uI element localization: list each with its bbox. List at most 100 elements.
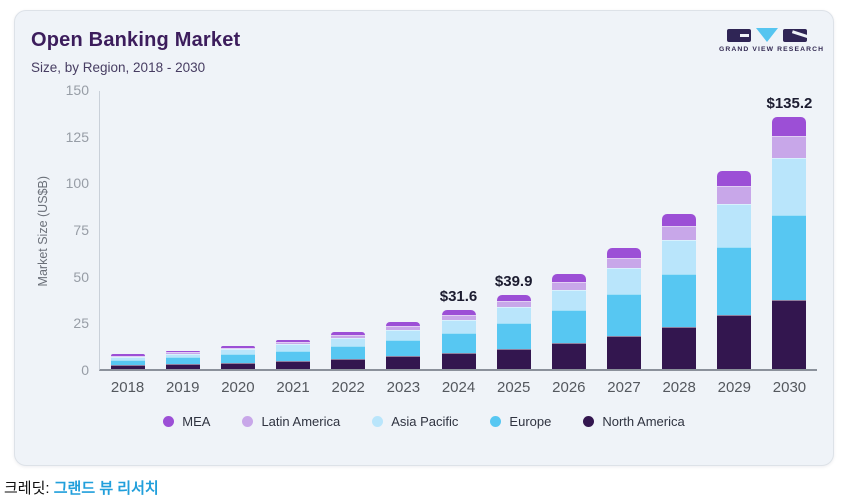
bar-segment-mea xyxy=(662,214,697,227)
legend-dot-latin-america xyxy=(242,416,254,427)
bar-column-2029 xyxy=(707,91,762,369)
bar-segment-north-america xyxy=(662,327,697,369)
legend-label: Asia Pacific xyxy=(391,414,459,429)
y-axis-tick: 25 xyxy=(73,315,89,332)
bar-segment-asia-pacific xyxy=(606,267,641,295)
x-axis-label-2020: 2020 xyxy=(221,379,255,396)
bar-segment-asia-pacific xyxy=(662,240,697,274)
bar-segment-mea xyxy=(276,339,311,343)
bar-segment-north-america xyxy=(220,362,255,369)
bar-total-label-2030: $135.2 xyxy=(766,94,813,112)
stacked-bar-2023 xyxy=(386,322,421,369)
y-axis-title: Market Size (US$B) xyxy=(36,175,50,287)
bar-column-2022 xyxy=(321,91,376,369)
bar-segment-latin-america xyxy=(276,342,311,345)
chart-title: Open Banking Market xyxy=(31,29,241,51)
legend-item-north-america: North America xyxy=(583,414,685,429)
stacked-bar-2029 xyxy=(717,171,752,369)
stacked-bar-2025 xyxy=(496,294,531,369)
logo-g-icon xyxy=(727,28,751,42)
stacked-bar-2020 xyxy=(220,345,255,369)
bar-segment-mea xyxy=(441,310,476,316)
bar-segment-mea xyxy=(331,331,366,336)
plot-area: $31.6 $39.9 $135.2 xyxy=(99,91,817,371)
credit-line: 크레딧: 그랜드 뷰 리서치 xyxy=(4,477,159,498)
bar-column-2024: $31.6 xyxy=(431,91,486,369)
bar-column-2021 xyxy=(265,91,320,369)
x-axis-label-2028: 2028 xyxy=(662,379,696,396)
legend-dot-asia-pacific xyxy=(372,416,384,427)
logo-v-triangle-icon xyxy=(756,28,778,42)
bar-segment-north-america xyxy=(386,356,421,369)
bar-segment-mea xyxy=(220,345,255,348)
bar-segment-north-america xyxy=(441,353,476,369)
legend-dot-north-america xyxy=(583,416,595,427)
legend-item-latin-america: Latin America xyxy=(242,414,340,429)
legend-dot-europe xyxy=(490,416,502,427)
legend-item-europe: Europe xyxy=(490,414,551,429)
x-axis-row: 2018 2019 2020 2021 2022 2023 2024 2025 2026 2027… xyxy=(31,379,817,396)
bar-segment-europe xyxy=(662,273,697,327)
legend-item-mea: MEA xyxy=(163,414,210,429)
bar-segment-mea xyxy=(606,247,641,258)
legend-label: Latin America xyxy=(261,414,341,429)
bar-segment-europe xyxy=(551,310,586,344)
bar-segment-europe xyxy=(165,357,200,364)
x-axis-label-2030: 2030 xyxy=(772,379,807,396)
bar-segment-europe xyxy=(496,323,531,350)
bar-segment-europe xyxy=(386,339,421,357)
bar-segment-north-america xyxy=(496,349,531,369)
bar-segment-north-america xyxy=(276,360,311,369)
x-axis-label-2027: 2027 xyxy=(607,379,641,396)
bar-segment-asia-pacific xyxy=(386,330,421,340)
bar-segment-europe xyxy=(276,350,311,361)
bar-segment-asia-pacific xyxy=(551,289,586,311)
bar-segment-europe xyxy=(717,247,752,316)
bar-segment-latin-america xyxy=(331,335,366,339)
bar-segment-latin-america xyxy=(496,301,531,308)
bar-segment-north-america xyxy=(717,315,752,369)
bar-column-2027 xyxy=(596,91,651,369)
legend-label: North America xyxy=(602,414,685,429)
bar-column-2025: $39.9 xyxy=(486,91,541,369)
bar-segment-europe xyxy=(606,294,641,337)
bar-segment-latin-america xyxy=(220,347,255,350)
bar-segment-mea xyxy=(717,171,752,187)
bar-column-2028 xyxy=(652,91,707,369)
bar-segment-mea xyxy=(772,116,807,136)
stacked-bar-2030 xyxy=(772,116,807,369)
stacked-bar-2021 xyxy=(276,339,311,369)
y-axis-ticks: 0 25 50 75 100 125 150 xyxy=(55,82,99,378)
x-axis-label-2019: 2019 xyxy=(166,379,200,396)
bar-segment-mea xyxy=(551,274,586,283)
bar-segment-latin-america xyxy=(386,326,421,330)
bar-segment-north-america xyxy=(165,363,200,369)
credit-source-link[interactable]: 그랜드 뷰 리서치 xyxy=(53,480,159,497)
bar-segment-asia-pacific xyxy=(717,204,752,248)
y-axis-tick: 75 xyxy=(73,222,89,238)
x-axis-label-2026: 2026 xyxy=(552,379,586,396)
bar-segment-asia-pacific xyxy=(276,344,311,351)
bar-segment-europe xyxy=(772,215,807,300)
bar-column-2030: $135.2 xyxy=(762,91,817,369)
bar-segment-asia-pacific xyxy=(331,338,366,346)
y-axis-tick: 0 xyxy=(81,362,89,378)
stacked-bar-2024 xyxy=(441,310,476,369)
stacked-bar-2027 xyxy=(606,247,641,369)
bar-segment-europe xyxy=(331,345,366,359)
bar-segment-latin-america xyxy=(110,355,145,357)
legend-dot-mea xyxy=(163,416,175,427)
bar-column-2023 xyxy=(376,91,431,369)
stacked-bar-2028 xyxy=(662,214,697,369)
bar-segment-latin-america xyxy=(772,135,807,159)
gvr-logo: GRAND VIEW RESEARCH xyxy=(719,27,825,53)
bar-segment-latin-america xyxy=(441,315,476,320)
chart-area: Market Size (US$B) 0 25 50 75 100 125 150 $31.… xyxy=(31,82,817,378)
legend: MEA Latin America Asia Pacific Europe North … xyxy=(31,414,817,429)
x-axis-label-2018: 2018 xyxy=(110,379,145,396)
gvr-logo-text: GRAND VIEW RESEARCH xyxy=(719,46,825,53)
bar-segment-latin-america xyxy=(606,257,641,268)
y-axis-tick: 50 xyxy=(73,268,89,285)
legend-item-asia-pacific: Asia Pacific xyxy=(372,414,458,429)
bar-segment-north-america xyxy=(110,364,145,369)
